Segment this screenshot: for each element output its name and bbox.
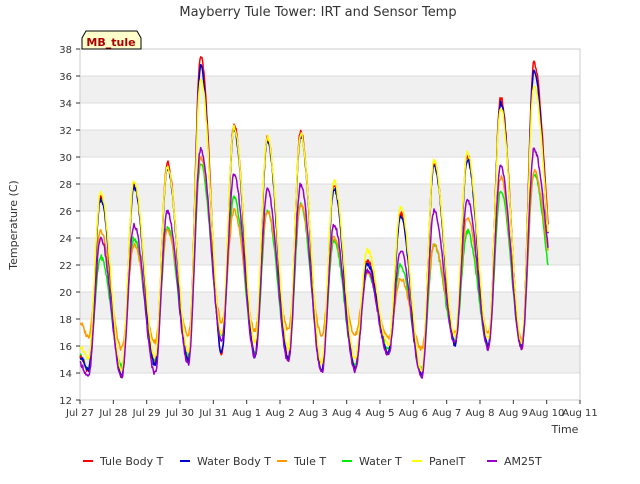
series-line-am25t <box>79 146 549 379</box>
legend-label: AM25T <box>504 455 542 468</box>
y-tick-label: 26 <box>59 207 72 218</box>
y-tick-label: 28 <box>59 180 72 191</box>
site-label-box: MB_tule <box>81 30 142 50</box>
legend-label: Tule T <box>293 455 326 468</box>
grid-band <box>80 76 580 103</box>
chart-title: Mayberry Tule Tower: IRT and Sensor Temp <box>179 5 456 20</box>
y-tick-label: 12 <box>59 396 72 407</box>
y-tick-label: 20 <box>59 288 72 299</box>
x-tick-label: Jul 31 <box>198 408 227 419</box>
x-tick-label: Jul 30 <box>165 408 194 419</box>
site-label: MB_tule <box>86 36 135 49</box>
grid-band <box>80 292 580 319</box>
x-tick-label: Aug 11 <box>562 408 597 419</box>
legend: Tule Body T Water Body T Tule T Water T Pane… <box>83 455 542 468</box>
x-tick-label: Aug 3 <box>299 408 328 419</box>
x-tick-label: Aug 5 <box>365 408 394 419</box>
y-tick-label: 18 <box>59 315 72 326</box>
y-tick-label: 16 <box>59 342 72 353</box>
x-tick-label: Jul 27 <box>65 408 94 419</box>
y-tick-label: 24 <box>59 234 72 245</box>
y-tick-label: 38 <box>59 45 72 56</box>
x-tick-label: Aug 8 <box>465 408 494 419</box>
x-tick-label: Aug 9 <box>499 408 528 419</box>
x-tick-label: Jul 28 <box>98 408 127 419</box>
legend-label: Water T <box>359 455 402 468</box>
y-tick-label: 36 <box>59 72 72 83</box>
x-tick-label: Aug 7 <box>432 408 461 419</box>
x-tick-label: Aug 10 <box>529 408 564 419</box>
x-tick-label: Aug 1 <box>232 408 261 419</box>
y-tick-label: 34 <box>59 99 72 110</box>
grid-band <box>80 346 580 373</box>
y-tick-label: 14 <box>59 369 72 380</box>
x-tick-label: Aug 2 <box>265 408 294 419</box>
y-tick-label: 30 <box>59 153 72 164</box>
y-tick-label: 32 <box>59 126 72 137</box>
x-axis-label: Time <box>551 423 579 436</box>
x-tick-label: Aug 4 <box>332 408 361 419</box>
y-tick-label: 22 <box>59 261 72 272</box>
legend-label: Tule Body T <box>99 455 164 468</box>
series-line-panelt <box>79 78 549 372</box>
y-axis-label: Temperature (C) <box>7 180 20 270</box>
x-tick-label: Jul 29 <box>132 408 161 419</box>
x-tick-label: Aug 6 <box>399 408 428 419</box>
legend-label: Water Body T <box>197 455 271 468</box>
legend-label: PanelT <box>429 455 466 468</box>
